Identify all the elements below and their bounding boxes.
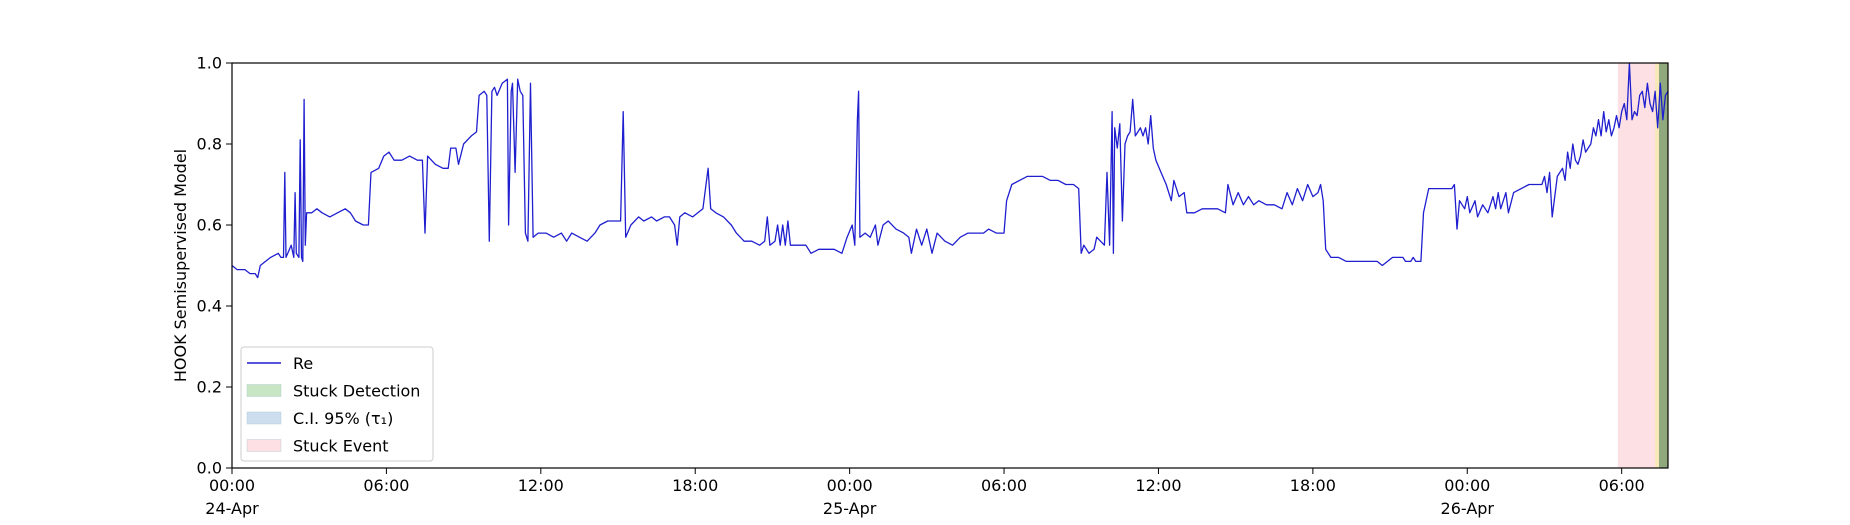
y-tick-label: 0.0 bbox=[197, 459, 222, 478]
x-tick-date-label: 26-Apr bbox=[1441, 499, 1495, 518]
x-tick-label: 06:00 bbox=[1599, 476, 1645, 495]
y-tick-label: 0.6 bbox=[197, 216, 222, 235]
axes: 0.0 0.2 0.4 0.6 0.8 1.0 00:00 24-Apr 1900 06:00 12… bbox=[197, 54, 1669, 525]
x-tick-label: 12:00 bbox=[518, 476, 564, 495]
span-stuck-detection bbox=[1658, 63, 1668, 468]
legend: Re Stuck Detection C.I. 95% (τ₁) Stuck Even… bbox=[240, 346, 434, 462]
x-tick-year-label: 1900 bbox=[212, 522, 253, 525]
x-tick-label: 18:00 bbox=[1290, 476, 1336, 495]
legend-swatch-stuck-detection bbox=[246, 384, 282, 397]
legend-swatch-stuck-event bbox=[246, 439, 282, 452]
legend-swatch-c-i-95 bbox=[246, 411, 282, 425]
x-tick-label: 00:00 bbox=[827, 476, 873, 495]
x-tick-label: 06:00 bbox=[981, 476, 1027, 495]
x-tick-date-label: 24-Apr bbox=[205, 499, 259, 518]
legend-frame bbox=[240, 346, 434, 462]
x-tick-label: 18:00 bbox=[672, 476, 718, 495]
legend-label-stuck-detection: Stuck Detection bbox=[293, 382, 420, 401]
x-tick-label: 06:00 bbox=[363, 476, 409, 495]
span-c-i-95 bbox=[1655, 63, 1662, 468]
x-tick-label: 00:00 bbox=[1444, 476, 1490, 495]
x-tick-label: 00:00 bbox=[209, 476, 255, 495]
y-tick-label: 0.4 bbox=[197, 297, 222, 316]
y-axis-label: HOOK Semisupervised Model bbox=[171, 149, 190, 382]
x-tick-label: 12:00 bbox=[1135, 476, 1181, 495]
y-tick-label: 1.0 bbox=[197, 54, 222, 73]
axes-frame bbox=[231, 62, 1669, 469]
legend-label-stuck-event: Stuck Event bbox=[293, 437, 389, 456]
legend-label-re: Re bbox=[293, 354, 313, 373]
x-tick-date-label: 25-Apr bbox=[823, 499, 877, 518]
y-tick-label: 0.8 bbox=[197, 135, 222, 154]
plot-area bbox=[231, 62, 1669, 468]
y-tick-label: 0.2 bbox=[197, 378, 222, 397]
legend-label-c-i-95: C.I. 95% (τ₁) bbox=[293, 409, 393, 428]
series-line-re bbox=[231, 62, 1669, 279]
